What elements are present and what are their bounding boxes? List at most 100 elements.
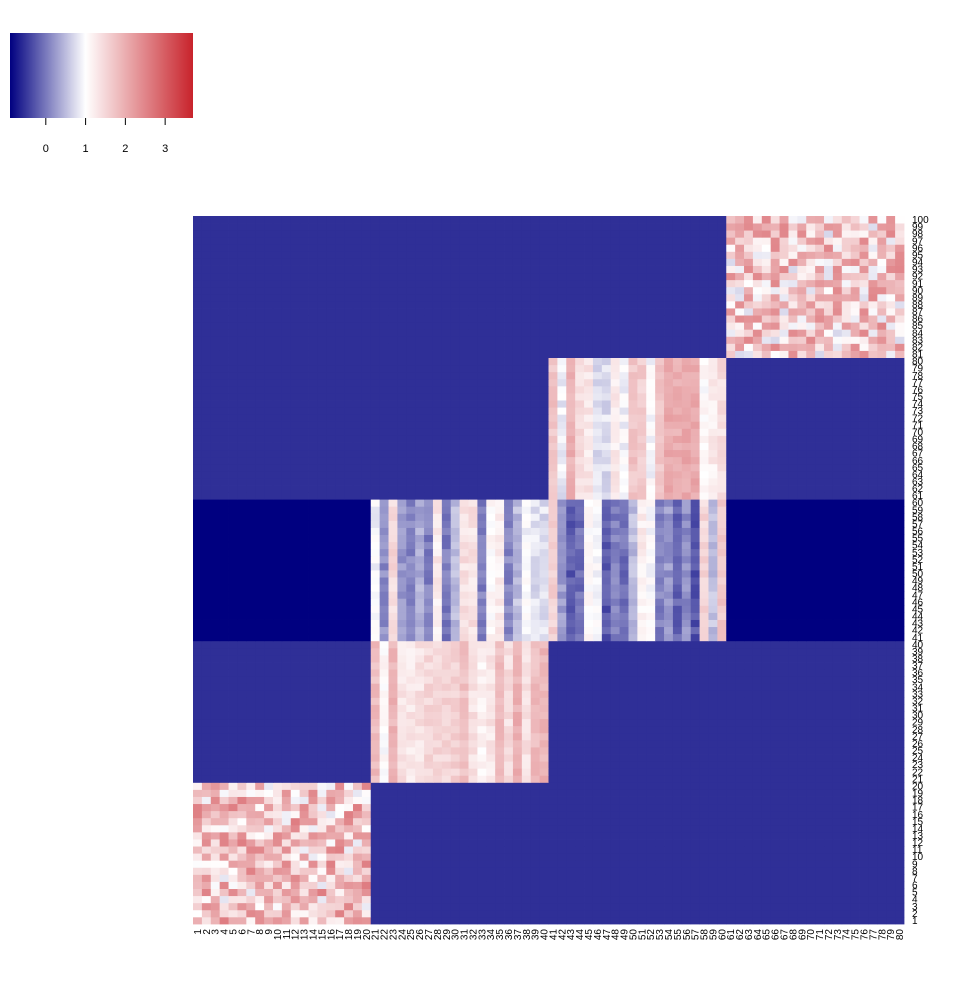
heatmap-cell bbox=[300, 818, 309, 825]
heatmap-cell bbox=[655, 655, 664, 662]
heatmap-cell bbox=[220, 549, 229, 556]
heatmap-cell bbox=[282, 832, 291, 839]
heatmap-cell bbox=[353, 641, 362, 648]
heatmap-cell bbox=[309, 478, 318, 485]
heatmap-cell bbox=[362, 506, 371, 513]
heatmap-cell bbox=[504, 669, 513, 676]
heatmap-cell bbox=[424, 761, 433, 768]
heatmap-cell bbox=[700, 705, 709, 712]
heatmap-cell bbox=[549, 768, 558, 775]
heatmap-cell bbox=[326, 797, 335, 804]
heatmap-cell bbox=[717, 754, 726, 761]
heatmap-cell bbox=[264, 705, 273, 712]
heatmap-cell bbox=[584, 620, 593, 627]
heatmap-cell bbox=[735, 804, 744, 811]
heatmap-cell bbox=[397, 712, 406, 719]
heatmap-cell bbox=[193, 740, 202, 747]
heatmap-cell bbox=[442, 513, 451, 520]
heatmap-cell bbox=[744, 797, 753, 804]
heatmap-cell bbox=[824, 513, 833, 520]
heatmap-cell bbox=[886, 903, 895, 910]
heatmap-cell bbox=[397, 896, 406, 903]
heatmap-cell bbox=[762, 605, 771, 612]
heatmap-cell bbox=[753, 761, 762, 768]
heatmap-cell bbox=[477, 782, 486, 789]
heatmap-cell bbox=[842, 492, 851, 499]
heatmap-cell bbox=[726, 761, 735, 768]
heatmap-cell bbox=[602, 669, 611, 676]
heatmap-cell bbox=[486, 669, 495, 676]
heatmap-cell bbox=[362, 485, 371, 492]
heatmap-cell bbox=[406, 570, 415, 577]
heatmap-cell bbox=[540, 556, 549, 563]
heatmap-cell bbox=[628, 811, 637, 818]
heatmap-cell bbox=[708, 896, 717, 903]
heatmap-cell bbox=[273, 697, 282, 704]
heatmap-cell bbox=[886, 641, 895, 648]
heatmap-cell bbox=[362, 910, 371, 917]
heatmap-cell bbox=[202, 520, 211, 527]
heatmap-cell bbox=[753, 676, 762, 683]
heatmap-cell bbox=[202, 705, 211, 712]
heatmap-cell bbox=[380, 634, 389, 641]
heatmap-cell bbox=[317, 726, 326, 733]
heatmap-cell bbox=[193, 563, 202, 570]
heatmap-cell bbox=[620, 797, 629, 804]
heatmap-cell bbox=[797, 662, 806, 669]
heatmap-cell bbox=[700, 683, 709, 690]
heatmap-cell bbox=[371, 903, 380, 910]
heatmap-cell bbox=[824, 768, 833, 775]
heatmap-cell bbox=[211, 620, 220, 627]
heatmap-cell bbox=[380, 846, 389, 853]
heatmap-cell bbox=[868, 528, 877, 535]
heatmap-cell bbox=[193, 655, 202, 662]
heatmap-cell bbox=[451, 874, 460, 881]
heatmap-cell bbox=[673, 747, 682, 754]
heatmap-cell bbox=[495, 591, 504, 598]
heatmap-cell bbox=[868, 860, 877, 867]
heatmap-cell bbox=[842, 683, 851, 690]
heatmap-cell bbox=[611, 726, 620, 733]
heatmap-cell bbox=[353, 874, 362, 881]
heatmap-cell bbox=[593, 874, 602, 881]
heatmap-cell bbox=[353, 535, 362, 542]
heatmap-cell bbox=[540, 719, 549, 726]
heatmap-cell bbox=[317, 513, 326, 520]
heatmap-cell bbox=[549, 860, 558, 867]
heatmap-cell bbox=[202, 874, 211, 881]
heatmap-cell bbox=[469, 655, 478, 662]
heatmap-cell bbox=[886, 492, 895, 499]
heatmap-cell bbox=[477, 860, 486, 867]
heatmap-cell bbox=[300, 542, 309, 549]
heatmap-cell bbox=[344, 882, 353, 889]
heatmap-cell bbox=[833, 811, 842, 818]
heatmap-cell bbox=[469, 797, 478, 804]
heatmap-cell bbox=[353, 882, 362, 889]
heatmap-cell bbox=[673, 499, 682, 506]
heatmap-cell bbox=[371, 690, 380, 697]
heatmap-cell bbox=[531, 825, 540, 832]
heatmap-cell bbox=[744, 832, 753, 839]
heatmap-cell bbox=[842, 889, 851, 896]
heatmap-cell bbox=[771, 485, 780, 492]
heatmap-cell bbox=[691, 903, 700, 910]
heatmap-cell bbox=[237, 612, 246, 619]
heatmap-cell bbox=[762, 726, 771, 733]
heatmap-cell bbox=[833, 627, 842, 634]
heatmap-cell bbox=[691, 528, 700, 535]
heatmap-cell bbox=[815, 761, 824, 768]
heatmap-cell bbox=[309, 860, 318, 867]
heatmap-cell bbox=[211, 903, 220, 910]
heatmap-cell bbox=[433, 782, 442, 789]
heatmap-cell bbox=[220, 917, 229, 924]
heatmap-cell bbox=[726, 506, 735, 513]
heatmap-cell bbox=[673, 754, 682, 761]
heatmap-cell bbox=[593, 733, 602, 740]
heatmap-cell bbox=[602, 549, 611, 556]
heatmap-cell bbox=[557, 910, 566, 917]
heatmap-cell bbox=[193, 761, 202, 768]
heatmap-cell bbox=[237, 903, 246, 910]
heatmap-cell bbox=[326, 789, 335, 796]
heatmap-cell bbox=[664, 563, 673, 570]
heatmap-cell bbox=[708, 669, 717, 676]
